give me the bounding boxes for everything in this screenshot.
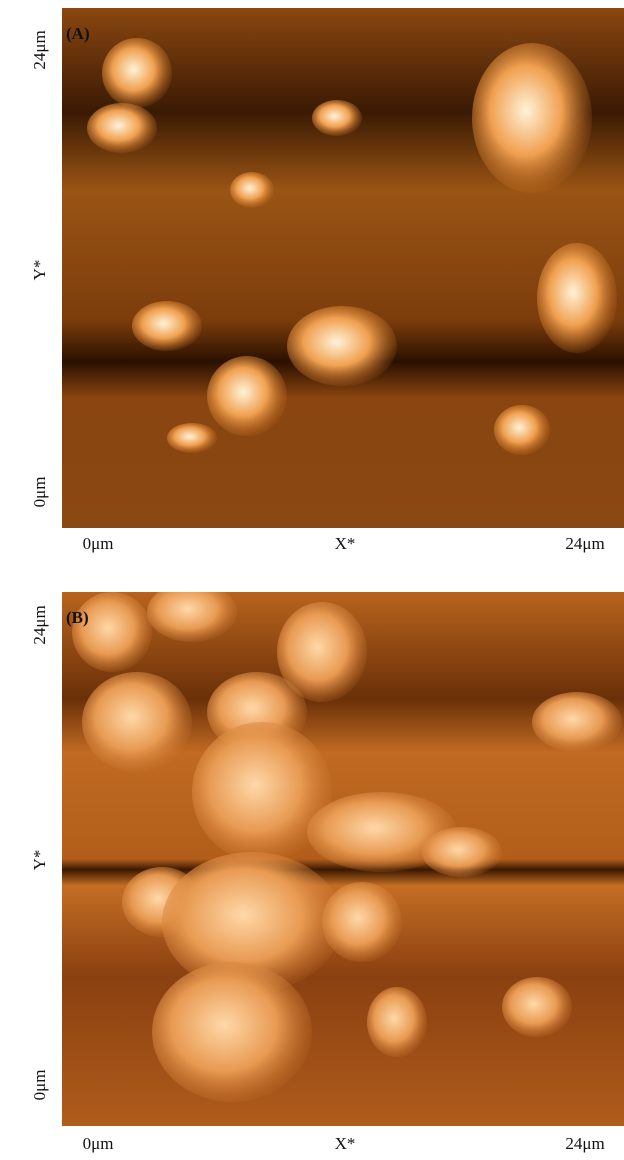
x-axis-left-label: 0μm <box>83 534 114 554</box>
y-axis-bottom-label: 0μm <box>30 1070 50 1101</box>
y-axis-top-label: 24μm <box>30 605 50 644</box>
x-axis-title: X* <box>335 1134 356 1154</box>
x-axis-title: X* <box>335 534 356 554</box>
y-axis-title: Y* <box>30 260 50 281</box>
y-axis-bottom-label: 0μm <box>30 477 50 508</box>
y-axis-top-label: 24μm <box>30 30 50 69</box>
afm-image-a <box>62 8 624 528</box>
x-axis-right-label: 24μm <box>565 534 604 554</box>
x-axis-left-label: 0μm <box>83 1134 114 1154</box>
figure: (A) 24μm Y* 0μm 0μm X* 24μm (B) 24μm Y* … <box>0 0 624 1160</box>
panel-label: (B) <box>66 608 89 628</box>
panel-label: (A) <box>66 24 90 44</box>
afm-image-b <box>62 592 624 1126</box>
y-axis-title: Y* <box>30 850 50 871</box>
x-axis-right-label: 24μm <box>565 1134 604 1154</box>
